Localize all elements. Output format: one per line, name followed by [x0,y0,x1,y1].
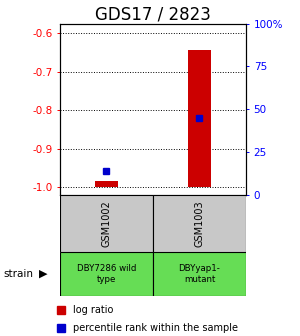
Title: GDS17 / 2823: GDS17 / 2823 [95,5,211,24]
Bar [60,252,153,296]
Text: DBY7286 wild
type: DBY7286 wild type [77,264,136,284]
Text: strain: strain [3,269,33,279]
Text: ▶: ▶ [39,269,47,279]
Bar [60,195,153,252]
Text: percentile rank within the sample: percentile rank within the sample [73,323,238,333]
Text: DBYyap1-
mutant: DBYyap1- mutant [178,264,220,284]
Bar [188,50,211,187]
Bar [153,252,246,296]
Text: GSM1002: GSM1002 [101,200,112,247]
Text: log ratio: log ratio [73,305,114,315]
Bar [153,195,246,252]
Bar [95,181,118,187]
Text: GSM1003: GSM1003 [194,200,205,247]
